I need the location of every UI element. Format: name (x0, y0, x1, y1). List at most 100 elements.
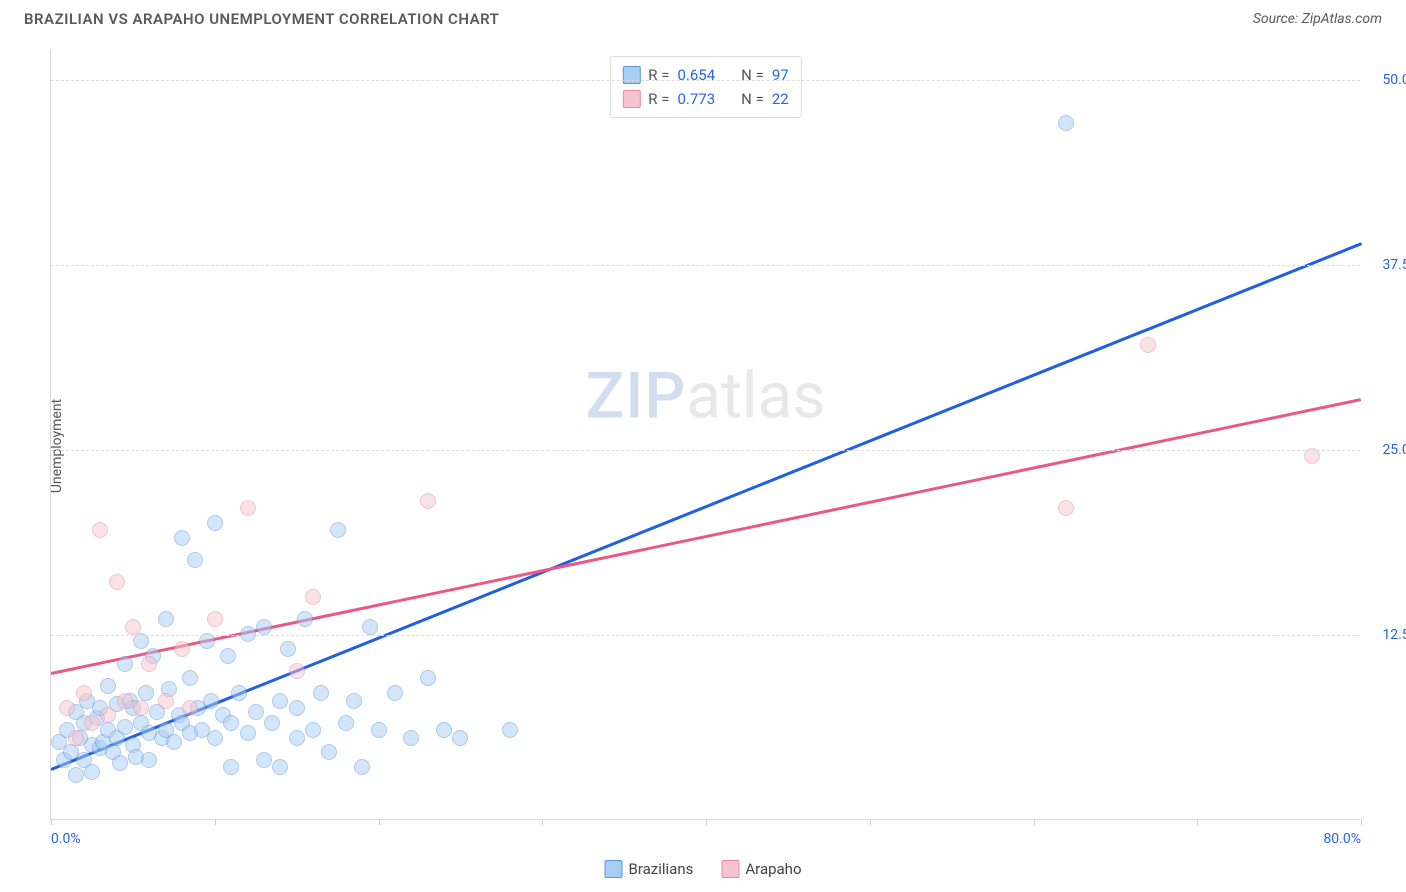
data-point (436, 722, 452, 738)
data-point (133, 700, 149, 716)
data-point (452, 730, 468, 746)
data-point (141, 752, 157, 768)
legend-row: R = 0.654 N = 97 (622, 63, 788, 87)
scatter-chart: ZIPatlas R =0.654N =97R =0.773N =22 12.5… (50, 50, 1360, 820)
y-tick-label: 12.5% (1382, 627, 1406, 643)
legend-row: R =0.773N =22 (622, 87, 788, 111)
data-point (289, 700, 305, 716)
data-point (403, 730, 419, 746)
data-point (117, 693, 133, 709)
data-point (387, 685, 403, 701)
data-point (1140, 337, 1156, 353)
data-point (117, 656, 133, 672)
chart-header: BRAZILIAN VS ARAPAHO UNEMPLOYMENT CORREL… (0, 0, 1406, 36)
data-point (354, 759, 370, 775)
data-point (174, 641, 190, 657)
data-point (68, 767, 84, 783)
legend-n-label: N = (741, 87, 764, 111)
legend-r-value: 0.773 (677, 87, 715, 111)
x-tick (870, 819, 871, 825)
legend-n-value: 97 (772, 63, 789, 87)
data-point (305, 589, 321, 605)
data-point (248, 704, 264, 720)
data-point (187, 552, 203, 568)
data-point (182, 670, 198, 686)
data-point (264, 715, 280, 731)
chart-source: Source: ZipAtlas.com (1253, 11, 1382, 27)
legend-swatch (622, 66, 640, 84)
data-point (100, 678, 116, 694)
data-point (1058, 500, 1074, 516)
x-tick (1034, 819, 1035, 825)
data-point (256, 619, 272, 635)
legend-swatch (604, 860, 622, 878)
legend-item: Arapaho (721, 860, 801, 878)
data-point (223, 759, 239, 775)
data-point (420, 670, 436, 686)
legend-swatch (721, 860, 739, 878)
data-point (321, 744, 337, 760)
data-point (158, 611, 174, 627)
data-point (207, 611, 223, 627)
correlation-legend: R =0.654N =97R =0.773N =22 (609, 56, 801, 118)
gridline (51, 80, 1360, 81)
x-tick-label: 80.0% (1323, 831, 1361, 847)
data-point (84, 764, 100, 780)
data-point (158, 693, 174, 709)
data-point (280, 641, 296, 657)
y-tick-label: 50.0% (1382, 72, 1406, 88)
series-legend: Brazilians Arapaho (604, 860, 801, 878)
data-point (420, 493, 436, 509)
data-point (166, 734, 182, 750)
x-tick (706, 819, 707, 825)
data-point (92, 522, 108, 538)
chart-title: BRAZILIAN VS ARAPAHO UNEMPLOYMENT CORREL… (24, 10, 499, 28)
x-tick (215, 819, 216, 825)
data-point (305, 722, 321, 738)
legend-r-label: R = (648, 63, 669, 87)
data-point (174, 530, 190, 546)
data-point (141, 656, 157, 672)
x-tick (51, 819, 52, 825)
data-point (59, 700, 75, 716)
y-tick-label: 25.0% (1382, 442, 1406, 458)
plot-area (51, 50, 1360, 819)
data-point (330, 522, 346, 538)
data-point (112, 755, 128, 771)
legend-r-label: R = (648, 87, 669, 111)
data-point (223, 715, 239, 731)
gridline (51, 450, 1360, 451)
legend-label: Brazilians (628, 860, 693, 878)
data-point (68, 730, 84, 746)
legend-item: Brazilians (604, 860, 693, 878)
data-point (109, 574, 125, 590)
data-point (256, 752, 272, 768)
data-point (220, 648, 236, 664)
legend-r-value: 0.654 (677, 63, 715, 87)
data-point (207, 730, 223, 746)
data-point (272, 759, 288, 775)
data-point (502, 722, 518, 738)
legend-swatch (622, 90, 640, 108)
data-point (100, 707, 116, 723)
data-point (207, 515, 223, 531)
data-point (182, 700, 198, 716)
data-point (338, 715, 354, 731)
data-point (362, 619, 378, 635)
data-point (125, 619, 141, 635)
data-point (289, 730, 305, 746)
data-point (1058, 115, 1074, 131)
data-point (371, 722, 387, 738)
data-point (76, 685, 92, 701)
data-point (117, 719, 133, 735)
data-point (203, 693, 219, 709)
data-point (346, 693, 362, 709)
legend-n-label: N = (741, 63, 764, 87)
data-point (138, 685, 154, 701)
y-tick-label: 37.5% (1382, 257, 1406, 273)
data-point (272, 693, 288, 709)
data-point (240, 500, 256, 516)
x-tick (1197, 819, 1198, 825)
data-point (297, 611, 313, 627)
data-point (84, 715, 100, 731)
